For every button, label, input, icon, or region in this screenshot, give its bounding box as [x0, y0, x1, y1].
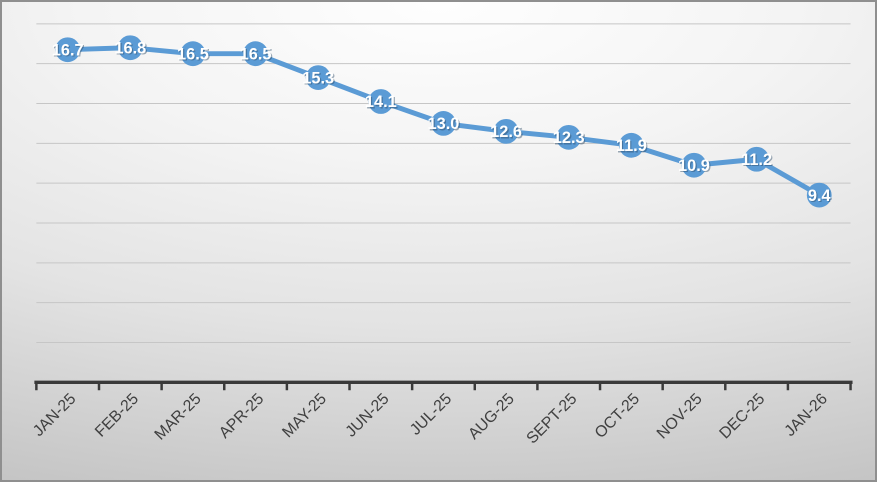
x-axis-label: MAR-25	[152, 390, 205, 443]
data-point-label-shadow: 16.5	[241, 47, 273, 65]
x-axis-label: DEC-25	[716, 390, 768, 442]
data-point-marker[interactable]	[618, 132, 644, 158]
data-point-label-shadow: 14.1	[366, 94, 398, 112]
x-axis-label: APR-25	[216, 390, 267, 441]
data-point-label: 13.0	[428, 115, 460, 133]
data-point-label: 14.1	[365, 93, 397, 111]
data-point-marker[interactable]	[243, 41, 268, 67]
data-point-label: 11.2	[741, 151, 772, 169]
data-point-marker[interactable]	[117, 35, 143, 61]
x-axis-label: JAN-25	[30, 390, 80, 440]
data-point-label: 12.3	[553, 129, 585, 147]
x-axis-label: SEPT-25	[524, 390, 581, 447]
gridlines-group	[36, 23, 851, 343]
data-point-label: 16.8	[114, 39, 146, 57]
data-point-label: 16.5	[177, 45, 209, 63]
x-axis-labels-group: JAN-25 FEB-25 MAR-25 APR-25 MAY-25 JUN-25 JUL-…	[30, 390, 831, 447]
data-point-marker[interactable]	[368, 89, 394, 114]
data-point-label: 9.4	[808, 187, 832, 205]
data-point-label-shadow: 16.5	[178, 47, 210, 65]
data-point-marker[interactable]	[806, 182, 832, 208]
data-point-label: 16.5	[240, 45, 272, 63]
x-axis-group	[34, 380, 853, 391]
data-point-marker[interactable]	[305, 65, 331, 90]
data-point-marker[interactable]	[55, 37, 81, 63]
data-point-label-shadow: 11.9	[617, 138, 648, 156]
x-axis-label: JUN-25	[343, 390, 393, 440]
data-point-marker[interactable]	[180, 41, 206, 67]
data-point-label-shadow: 12.3	[554, 130, 586, 148]
data-point-marker[interactable]	[744, 146, 770, 172]
data-point-label-shadow: 13.0	[429, 116, 461, 134]
x-axis-label: AUG-25	[465, 390, 518, 443]
data-point-label: 12.6	[490, 123, 522, 141]
x-axis-label: MAY-25	[279, 390, 330, 441]
data-point-marker[interactable]	[493, 118, 519, 144]
data-point-label-shadow: 10.9	[679, 158, 711, 176]
x-axis-label: FEB-25	[92, 390, 142, 440]
x-axis-label: JAN-26	[782, 390, 832, 440]
x-axis-label: NOV-25	[654, 390, 706, 442]
data-point-label-shadow: 15.3	[303, 71, 335, 89]
data-point-label-shadow: 16.7	[53, 43, 85, 61]
data-point-label: 11.9	[616, 137, 647, 155]
data-point-label-shadow: 16.8	[116, 41, 148, 59]
data-point-marker[interactable]	[431, 111, 456, 136]
data-point-label: 16.7	[52, 41, 84, 59]
x-axis-label: JUL-25	[407, 390, 455, 438]
data-point-label-shadow: 9.4	[809, 188, 833, 206]
data-labels-group: 16.716.7 16.816.8 16.516.5 16.516.515.315.3…	[52, 39, 833, 206]
data-point-label-shadow: 12.6	[491, 124, 523, 142]
data-point-label: 10.9	[678, 157, 710, 175]
data-point-marker[interactable]	[681, 152, 707, 178]
markers-group	[55, 35, 832, 208]
x-axis-label: OCT-25	[592, 390, 643, 441]
data-point-label-shadow: 11.2	[742, 152, 773, 170]
data-point-label: 15.3	[302, 69, 334, 87]
data-point-marker[interactable]	[556, 124, 582, 150]
